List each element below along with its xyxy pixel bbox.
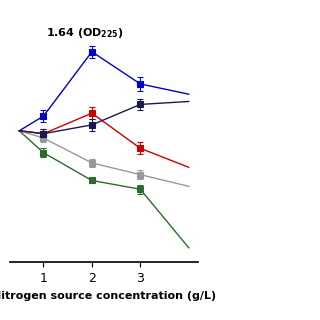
Legend: : [131, 5, 134, 9]
Text: $\mathbf{1.64\ (OD_{225})}$: $\mathbf{1.64\ (OD_{225})}$: [46, 26, 124, 40]
X-axis label: Nitrogen source concentration (g/L): Nitrogen source concentration (g/L): [0, 291, 216, 301]
